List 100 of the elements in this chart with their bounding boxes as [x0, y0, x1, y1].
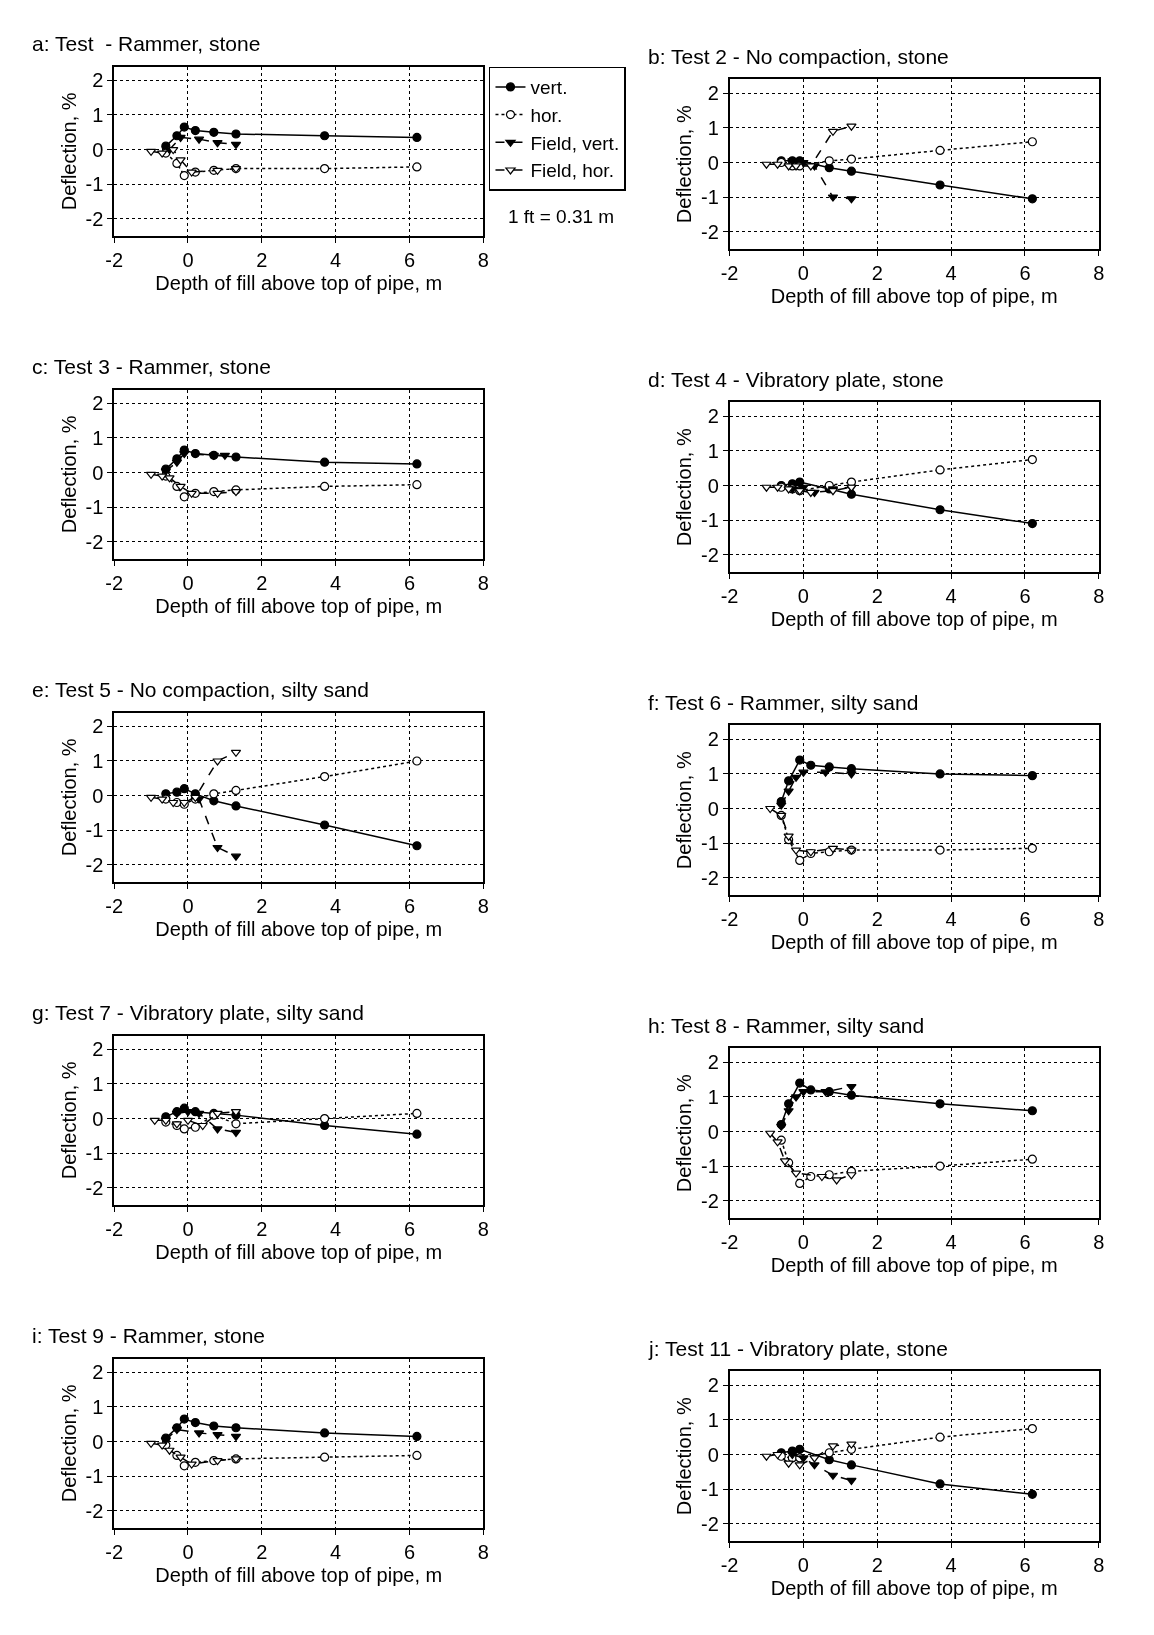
y-tick-label: -1	[701, 186, 719, 209]
x-tick-label: 2	[256, 894, 268, 917]
y-tick-label: 0	[707, 797, 719, 820]
y-tick-label: 1	[92, 749, 104, 772]
chart-title: a: Test - Rammer, stone	[32, 32, 261, 55]
x-tick-label: 4	[945, 907, 957, 930]
y-tick-label: 1	[707, 116, 719, 139]
y-tick-label: 0	[707, 474, 719, 497]
x-tick-label: 2	[871, 261, 883, 284]
y-tick-label: 1	[707, 439, 719, 462]
y-tick-label: 1	[707, 762, 719, 785]
y-tick-label: 0	[92, 1430, 104, 1453]
y-tick-label: -1	[85, 173, 104, 196]
x-tick-label: 8	[477, 248, 489, 271]
y-axis-title: Deflection, %	[57, 1384, 80, 1503]
x-tick-label: 4	[330, 571, 342, 594]
y-axis-title: Deflection, %	[673, 1074, 696, 1193]
chart-title: j: Test 11 - Vibratory plate, stone	[648, 1337, 948, 1360]
y-tick-label: -1	[701, 509, 719, 532]
x-tick-label: 2	[871, 1230, 883, 1253]
y-tick-label: 2	[707, 405, 719, 428]
x-tick-label: 0	[797, 1230, 809, 1253]
x-axis-title: Depth of fill above top of pipe, m	[155, 594, 443, 617]
y-tick-label: 1	[92, 1395, 104, 1418]
chart-title: f: Test 6 - Rammer, silty sand	[648, 691, 919, 714]
y-tick-label: 0	[707, 1443, 719, 1466]
x-tick-label: 0	[797, 584, 809, 607]
x-tick-label: 0	[182, 1217, 194, 1240]
x-tick-label: 2	[256, 1540, 268, 1563]
x-tick-label: 6	[1019, 261, 1031, 284]
y-tick-label: 2	[92, 1361, 104, 1384]
y-tick-label: -1	[701, 1478, 719, 1501]
y-axis-title: Deflection, %	[57, 1061, 80, 1180]
x-axis-title: Depth of fill above top of pipe, m	[155, 1240, 443, 1263]
y-tick-label: -2	[701, 1512, 719, 1535]
y-tick-label: -1	[85, 1465, 104, 1488]
y-tick-label: 0	[92, 461, 104, 484]
y-tick-label: -2	[701, 220, 719, 243]
y-tick-label: -2	[701, 866, 719, 889]
x-tick-label: 6	[403, 894, 416, 917]
x-axis-title: Depth of fill above top of pipe, m	[155, 271, 443, 294]
x-tick-label: 4	[945, 1553, 957, 1576]
legend-label: hor.	[530, 104, 563, 126]
x-tick-label: 6	[403, 1217, 416, 1240]
x-tick-label: 8	[477, 894, 489, 917]
chart-title: c: Test 3 - Rammer, stone	[32, 355, 271, 378]
x-tick-label: 2	[871, 584, 883, 607]
x-tick-label: 2	[256, 248, 268, 271]
chart-title: d: Test 4 - Vibratory plate, stone	[648, 368, 944, 391]
x-tick-label: 0	[182, 571, 194, 594]
chart-title: h: Test 8 - Rammer, silty sand	[648, 1014, 925, 1037]
y-tick-label: 1	[92, 1072, 104, 1095]
y-tick-label: -2	[85, 853, 104, 876]
legend-label: vert.	[530, 77, 568, 99]
x-tick-label: 8	[477, 571, 489, 594]
y-tick-label: -1	[85, 1142, 104, 1165]
x-tick-label: 2	[871, 1553, 883, 1576]
x-tick-label: 4	[945, 261, 957, 284]
y-tick-label: 1	[707, 1085, 719, 1108]
y-tick-label: -2	[85, 530, 104, 553]
x-tick-label: 0	[182, 1540, 194, 1563]
chart-title: g: Test 7 - Vibratory plate, silty sand	[32, 1001, 364, 1024]
x-tick-label: 6	[403, 248, 416, 271]
y-tick-label: 2	[92, 715, 104, 738]
y-tick-label: 0	[92, 138, 104, 161]
y-tick-label: -1	[701, 1155, 719, 1178]
y-tick-label: 2	[707, 82, 719, 105]
x-tick-label: 0	[182, 248, 194, 271]
x-tick-label: 8	[1093, 1230, 1105, 1253]
y-axis-title: Deflection, %	[673, 751, 696, 870]
x-axis-title: Depth of fill above top of pipe, m	[155, 917, 443, 940]
x-tick-label: 2	[256, 571, 268, 594]
x-tick-label: 6	[1019, 1230, 1031, 1253]
x-axis-title: Depth of fill above top of pipe, m	[770, 607, 1058, 630]
y-tick-label: 1	[92, 426, 104, 449]
y-tick-label: 0	[707, 1120, 719, 1143]
text: 1 ft = 0.31 m	[508, 206, 615, 227]
y-tick-label: 2	[92, 1038, 104, 1061]
chart-title: e: Test 5 - No compaction, silty sand	[32, 678, 369, 701]
x-tick-label: 6	[1019, 1553, 1031, 1576]
legend-label: Field, vert.	[530, 132, 620, 154]
x-tick-label: 6	[403, 571, 416, 594]
y-axis-title: Deflection, %	[57, 415, 80, 534]
y-tick-label: 0	[92, 784, 104, 807]
x-tick-label: 6	[1019, 584, 1031, 607]
x-tick-label: 4	[945, 584, 957, 607]
x-tick-label: 6	[1019, 907, 1031, 930]
x-tick-label: 0	[797, 1553, 809, 1576]
x-tick-label: 8	[1093, 1553, 1105, 1576]
x-tick-label: 4	[330, 248, 342, 271]
y-tick-label: 0	[92, 1107, 104, 1130]
x-axis-title: Depth of fill above top of pipe, m	[770, 1576, 1058, 1599]
y-tick-label: 1	[707, 1408, 719, 1431]
x-tick-label: 0	[797, 907, 809, 930]
x-tick-label: 4	[330, 1540, 342, 1563]
y-tick-label: -2	[85, 1499, 104, 1522]
y-axis-title: Deflection, %	[673, 1397, 696, 1516]
y-axis-title: Deflection, %	[57, 92, 80, 211]
x-tick-label: 8	[1093, 584, 1105, 607]
chart-title: i: Test 9 - Rammer, stone	[32, 1324, 266, 1347]
